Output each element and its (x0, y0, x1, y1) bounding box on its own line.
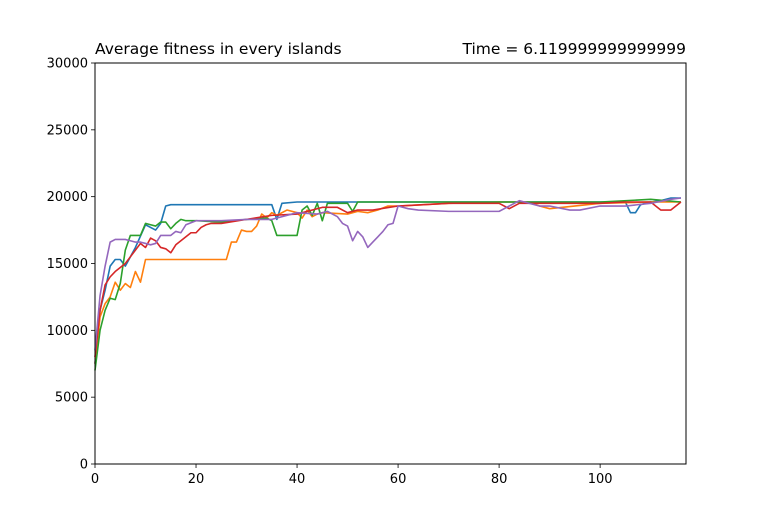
y-axis: 0 5000 10000 15000 20000 25000 30000 (47, 57, 95, 473)
y-tick-label: 30000 (47, 57, 88, 72)
chart-title: Average fitness in every islands (95, 40, 342, 58)
x-tick-label: 100 (588, 472, 613, 487)
y-tick-label: 10000 (47, 324, 88, 339)
x-tick-label: 60 (390, 472, 407, 487)
x-axis: 0 20 40 60 80 100 (91, 464, 613, 487)
series-line-1 (94, 197, 681, 364)
y-tick-label: 15000 (47, 257, 88, 272)
series-line-4 (94, 201, 682, 358)
y-tick-label: 5000 (55, 391, 88, 406)
x-tick-label: 0 (91, 472, 99, 487)
time-label: Time = 6.119999999999999 (462, 40, 687, 58)
y-tick-label: 25000 (47, 123, 88, 138)
x-tick-label: 20 (188, 472, 205, 487)
series-line-5 (94, 197, 682, 351)
series-layer (94, 197, 682, 371)
x-tick-label: 40 (289, 472, 306, 487)
y-tick-label: 20000 (47, 190, 88, 205)
x-tick-label: 80 (491, 472, 508, 487)
y-tick-label: 0 (80, 458, 88, 473)
